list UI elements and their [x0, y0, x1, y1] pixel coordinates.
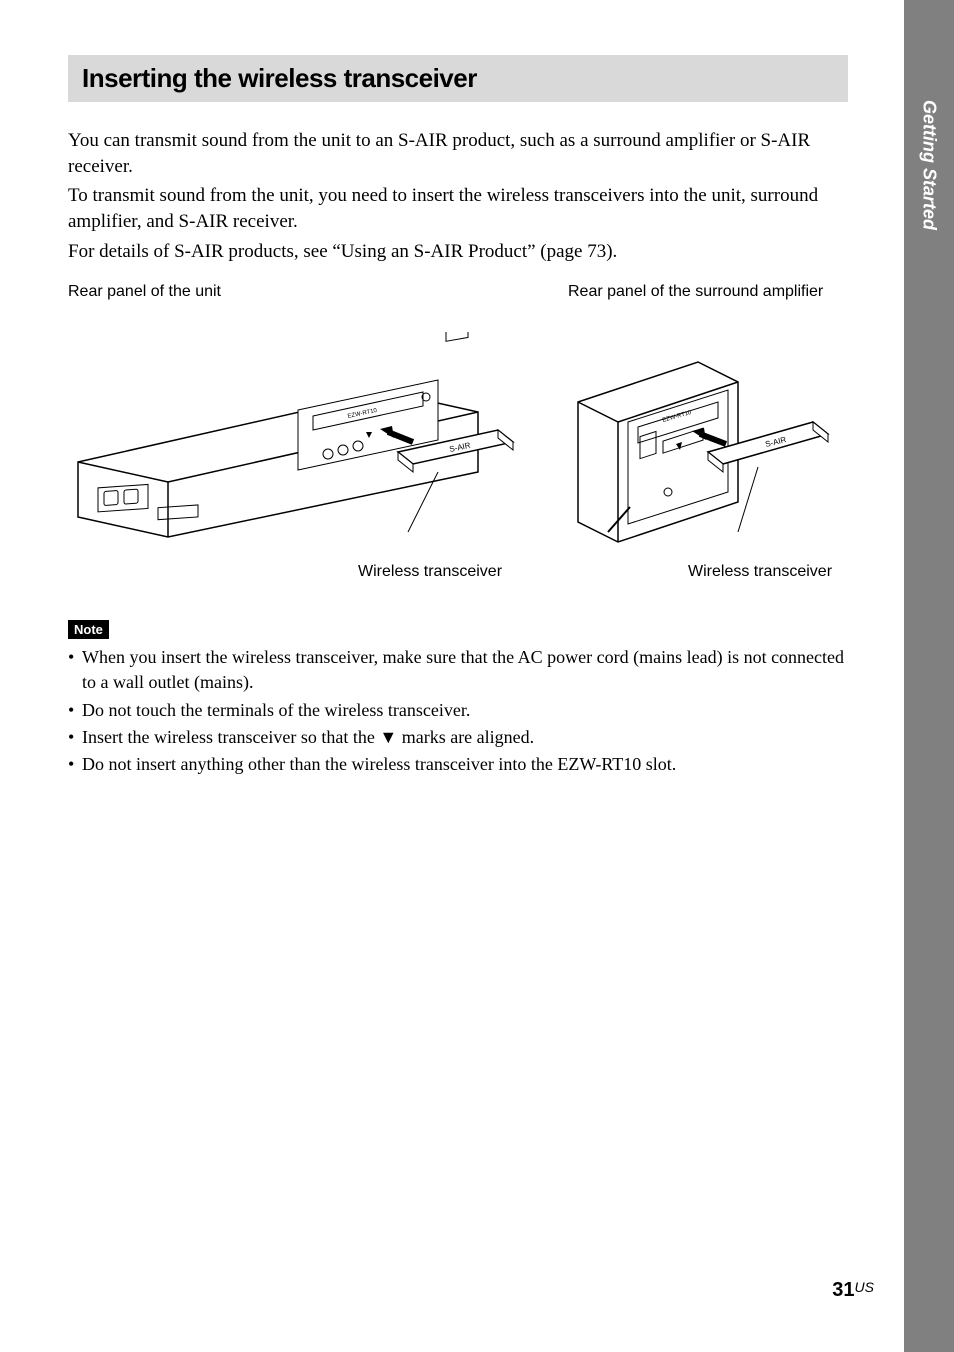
- diagram-row: Rear panel of the unit EZW-RT10: [68, 282, 848, 582]
- intro-paragraph-3: For details of S-AIR products, see “Usin…: [68, 239, 848, 265]
- section-title: Inserting the wireless transceiver: [82, 63, 834, 94]
- note-list: When you insert the wireless transceiver…: [68, 645, 848, 777]
- page-root: Getting Started Inserting the wireless t…: [0, 0, 954, 1352]
- note-item: Do not insert anything other than the wi…: [68, 752, 848, 777]
- page-number-value: 31: [832, 1279, 854, 1301]
- intro-paragraph-2: To transmit sound from the unit, you nee…: [68, 183, 848, 234]
- intro-paragraph-1: You can transmit sound from the unit to …: [68, 128, 848, 179]
- rear-panel-amplifier-illustration: EZW-RT10 S-AIR: [568, 332, 838, 562]
- section-title-bar: Inserting the wireless transceiver: [68, 55, 848, 102]
- page-region: US: [855, 1279, 874, 1295]
- side-tab: Getting Started: [904, 0, 954, 1352]
- diagram-right-caption-bottom: Wireless transceiver: [688, 562, 838, 582]
- diagram-left-caption-bottom: Wireless transceiver: [358, 562, 528, 582]
- note-item: Do not touch the terminals of the wirele…: [68, 698, 848, 723]
- diagram-left: Rear panel of the unit EZW-RT10: [68, 282, 528, 582]
- diagram-left-caption-top: Rear panel of the unit: [68, 282, 528, 324]
- diagram-right: Rear panel of the surround amplifier EZW…: [568, 282, 838, 582]
- side-tab-label: Getting Started: [919, 100, 940, 230]
- content-area: Inserting the wireless transceiver You c…: [0, 0, 918, 777]
- note-item: When you insert the wireless transceiver…: [68, 645, 848, 695]
- note-item: Insert the wireless transceiver so that …: [68, 725, 848, 750]
- page-number: 31US: [832, 1279, 874, 1302]
- note-label: Note: [68, 620, 109, 639]
- rear-panel-unit-illustration: EZW-RT10: [68, 332, 528, 562]
- diagram-right-caption-top: Rear panel of the surround amplifier: [568, 282, 838, 324]
